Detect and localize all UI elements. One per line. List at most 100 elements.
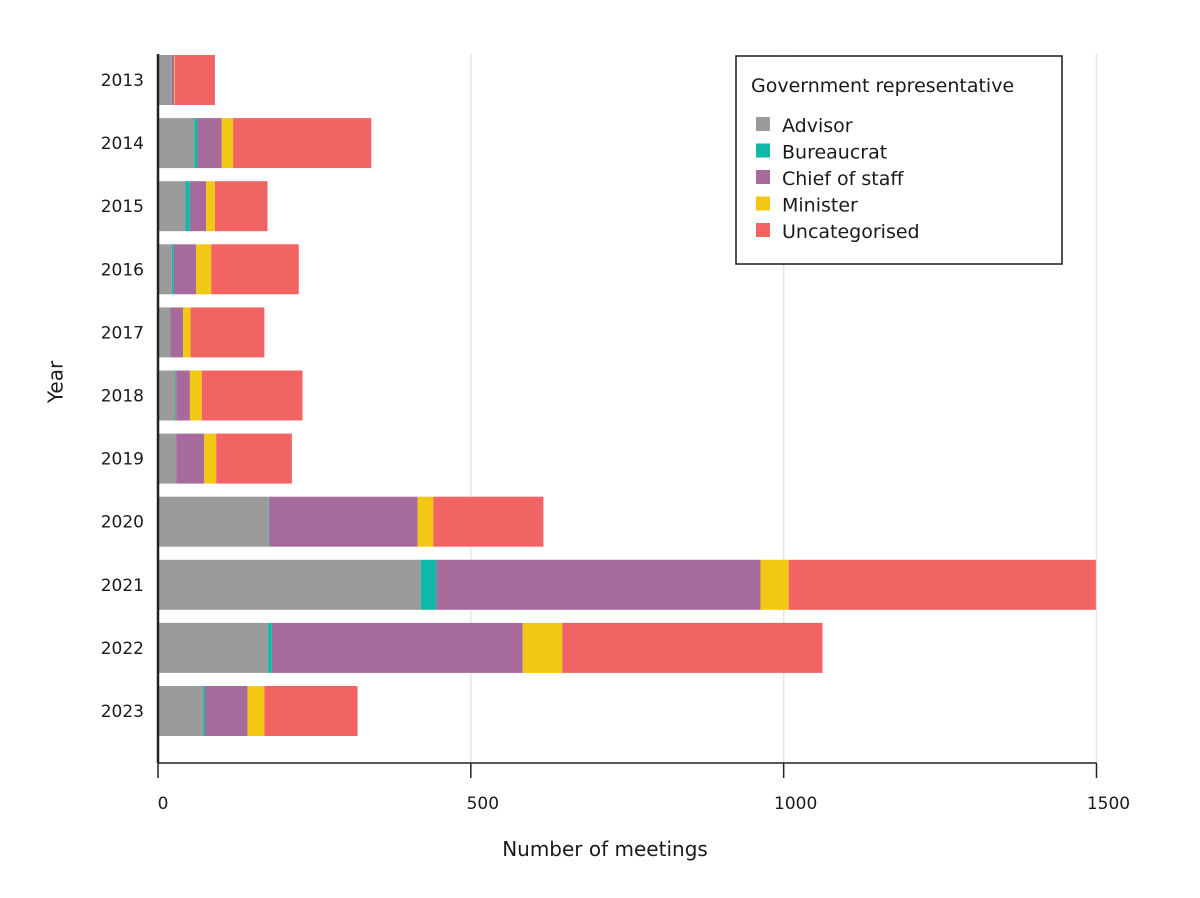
bar-row-2023	[158, 686, 358, 736]
bar-row-2020	[158, 496, 544, 547]
bar-segment-advisor	[158, 118, 195, 169]
legend-item-uncategorised: Uncategorised	[756, 221, 920, 243]
bar-segment-bureaucrat	[171, 244, 174, 295]
legend-title: Government representative	[751, 75, 1014, 97]
bar-segment-bureaucrat	[185, 181, 190, 232]
bar-segment-minister	[196, 244, 212, 295]
bar-segment-uncategorised	[216, 433, 292, 484]
legend-label: Bureaucrat	[782, 142, 887, 164]
bar-segment-minister	[174, 55, 175, 105]
y-tick-label: 2022	[101, 639, 144, 659]
bar-segment-chief-of-staff	[170, 307, 184, 358]
bar-segment-minister	[417, 496, 434, 547]
y-tick-label: 2019	[101, 450, 144, 470]
bar-segment-advisor	[158, 622, 269, 673]
axes	[156, 54, 1097, 764]
bar-segment-advisor	[158, 433, 177, 484]
y-tick-label: 2015	[101, 197, 144, 217]
bar-segment-advisor	[158, 307, 171, 358]
bar-segment-bureaucrat	[268, 496, 270, 547]
bar-segment-bureaucrat	[194, 118, 198, 169]
bar-segment-uncategorised	[562, 622, 823, 673]
y-tick-label: 2016	[101, 260, 144, 280]
bar-segment-chief-of-staff	[171, 55, 175, 105]
legend: Government representative Advisor Bureauc…	[735, 55, 1063, 265]
bar-segment-uncategorised	[233, 118, 372, 169]
bar-segment-advisor	[158, 181, 186, 232]
legend-label: Chief of staff	[782, 168, 904, 190]
bar-segment-advisor	[158, 370, 176, 421]
bar-segment-advisor	[158, 686, 204, 736]
bar-segment-minister	[204, 433, 217, 484]
legend-label: Uncategorised	[782, 221, 920, 243]
bar-segment-uncategorised	[201, 370, 303, 421]
y-tick-label: 2013	[101, 71, 144, 91]
bar-segment-uncategorised	[190, 307, 265, 358]
legend-swatch	[756, 223, 770, 237]
bar-segment-uncategorised	[174, 55, 215, 105]
bar-segment-uncategorised	[264, 686, 358, 736]
y-tick-label: 2018	[101, 387, 144, 407]
bar-segment-bureaucrat	[268, 622, 272, 673]
bar-row-2016	[158, 244, 299, 295]
legend-swatch	[756, 117, 770, 131]
bar-segment-advisor	[158, 55, 172, 105]
bar-row-2018	[158, 370, 303, 421]
bar-segment-uncategorised	[433, 496, 544, 547]
x-ticks: 0 500 1000 1500	[157, 763, 1130, 814]
bar-segment-minister	[760, 559, 789, 610]
bar-row-2014	[158, 118, 372, 169]
bar-segment-minister	[221, 118, 234, 169]
y-tick-labels: 2013 2014 2015 2016 2017 2018 2019 2020 2021 2022…	[101, 71, 144, 722]
bar-segment-minister	[183, 307, 191, 358]
x-tick-label: 500	[467, 794, 499, 814]
bar-segment-bureaucrat	[175, 370, 177, 421]
bar-segment-advisor	[158, 559, 421, 610]
bar-segment-chief-of-staff	[269, 496, 418, 547]
bar-segment-bureaucrat	[203, 686, 205, 736]
y-tick-label: 2020	[101, 513, 144, 533]
bar-segment-chief-of-staff	[197, 118, 222, 169]
bar-segment-minister	[247, 686, 265, 736]
legend-box	[735, 55, 1063, 265]
legend-items: Advisor Bureaucrat Chief of staff Minister U…	[756, 115, 920, 243]
legend-item-chief-of-staff: Chief of staff	[756, 168, 904, 190]
legend-swatch	[756, 143, 770, 158]
y-tick-label: 2023	[101, 702, 144, 722]
legend-label: Advisor	[782, 115, 853, 137]
bar-segment-uncategorised	[211, 244, 299, 295]
bar-segment-chief-of-staff	[173, 244, 197, 295]
bar-segment-uncategorised	[214, 181, 268, 232]
bar-row-2019	[158, 433, 292, 484]
bar-segment-minister	[206, 181, 215, 232]
x-tick-label: 1500	[1087, 794, 1130, 814]
bar-segment-bureaucrat	[420, 559, 437, 610]
bar-row-2013	[158, 55, 215, 105]
x-tick-label: 0	[158, 794, 169, 814]
x-tick-label: 1000	[774, 794, 817, 814]
bar-segment-chief-of-staff	[271, 622, 523, 673]
bar-segment-uncategorised	[788, 559, 1096, 610]
legend-swatch	[756, 196, 770, 211]
legend-swatch	[756, 170, 770, 184]
x-axis-title: Number of meetings	[502, 837, 708, 861]
bar-segment-advisor	[158, 244, 172, 295]
bar-segment-minister	[189, 370, 202, 421]
bars	[158, 55, 1096, 736]
bar-segment-advisor	[158, 496, 269, 547]
legend-item-advisor: Advisor	[756, 115, 853, 137]
bar-segment-minister	[522, 622, 563, 673]
y-axis-title: Year	[44, 360, 68, 404]
y-tick-label: 2021	[101, 576, 144, 596]
legend-item-bureaucrat: Bureaucrat	[756, 142, 887, 164]
y-tick-label: 2017	[101, 323, 144, 343]
bar-row-2017	[158, 307, 265, 358]
bar-segment-chief-of-staff	[189, 181, 207, 232]
bar-row-2022	[158, 622, 823, 673]
bar-row-2021	[158, 559, 1096, 610]
bar-segment-chief-of-staff	[176, 433, 205, 484]
legend-item-minister: Minister	[756, 195, 858, 217]
y-tick-label: 2014	[101, 134, 144, 154]
legend-label: Minister	[782, 195, 858, 217]
